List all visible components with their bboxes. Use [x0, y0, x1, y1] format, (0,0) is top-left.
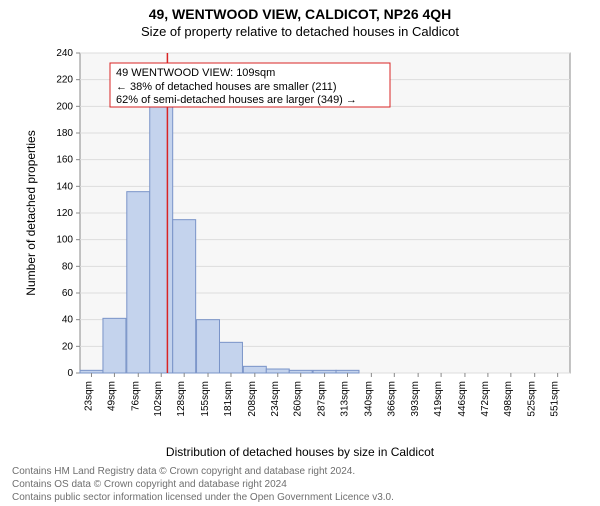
svg-text:23sqm: 23sqm	[83, 381, 94, 411]
svg-text:49sqm: 49sqm	[106, 381, 117, 411]
page-title: 49, WENTWOOD VIEW, CALDICOT, NP26 4QH	[0, 6, 600, 22]
svg-text:Number of detached properties: Number of detached properties	[24, 130, 38, 295]
svg-text:525sqm: 525sqm	[527, 381, 538, 417]
footer-line: Contains HM Land Registry data © Crown c…	[12, 465, 600, 478]
svg-text:419sqm: 419sqm	[433, 381, 444, 417]
svg-text:40: 40	[62, 315, 74, 326]
svg-text:498sqm: 498sqm	[503, 381, 514, 417]
svg-text:446sqm: 446sqm	[457, 381, 468, 417]
svg-text:472sqm: 472sqm	[480, 381, 491, 417]
footer-line: Contains public sector information licen…	[12, 491, 600, 504]
x-axis-label: Distribution of detached houses by size …	[0, 445, 600, 459]
svg-text:60: 60	[62, 288, 74, 299]
svg-text:80: 80	[62, 261, 74, 272]
svg-text:234sqm: 234sqm	[270, 381, 281, 417]
svg-text:551sqm: 551sqm	[550, 381, 561, 417]
svg-text:220: 220	[56, 75, 73, 86]
svg-text:180: 180	[56, 128, 73, 139]
svg-text:287sqm: 287sqm	[317, 381, 328, 417]
svg-text:155sqm: 155sqm	[200, 381, 211, 417]
svg-text:200: 200	[56, 101, 73, 112]
svg-text:128sqm: 128sqm	[176, 381, 187, 417]
svg-text:208sqm: 208sqm	[247, 381, 258, 417]
histogram-chart: 0 20 40 60 80 100 120 140 160 180 200 220 240 23sqm 49…	[20, 43, 580, 443]
footer-line: Contains OS data © Crown copyright and d…	[12, 478, 600, 491]
svg-text:181sqm: 181sqm	[223, 381, 234, 417]
svg-text:← 38% of detached houses are s: ← 38% of detached houses are smaller (21…	[116, 81, 337, 93]
svg-text:76sqm: 76sqm	[130, 381, 141, 411]
svg-text:49 WENTWOOD VIEW: 109sqm: 49 WENTWOOD VIEW: 109sqm	[116, 67, 275, 79]
page-subtitle: Size of property relative to detached ho…	[0, 24, 600, 39]
svg-text:260sqm: 260sqm	[293, 381, 304, 417]
svg-text:62% of semi-detached houses ar: 62% of semi-detached houses are larger (…	[116, 94, 357, 106]
svg-text:340sqm: 340sqm	[363, 381, 374, 417]
svg-text:140: 140	[56, 181, 73, 192]
footer-attribution: Contains HM Land Registry data © Crown c…	[12, 465, 600, 504]
svg-text:100: 100	[56, 235, 73, 246]
svg-text:240: 240	[56, 48, 73, 59]
svg-text:120: 120	[56, 208, 73, 219]
svg-text:160: 160	[56, 155, 73, 166]
svg-text:393sqm: 393sqm	[410, 381, 421, 417]
svg-text:0: 0	[67, 368, 73, 379]
svg-text:313sqm: 313sqm	[340, 381, 351, 417]
svg-text:102sqm: 102sqm	[153, 381, 164, 417]
svg-text:366sqm: 366sqm	[386, 381, 397, 417]
svg-text:20: 20	[62, 341, 74, 352]
